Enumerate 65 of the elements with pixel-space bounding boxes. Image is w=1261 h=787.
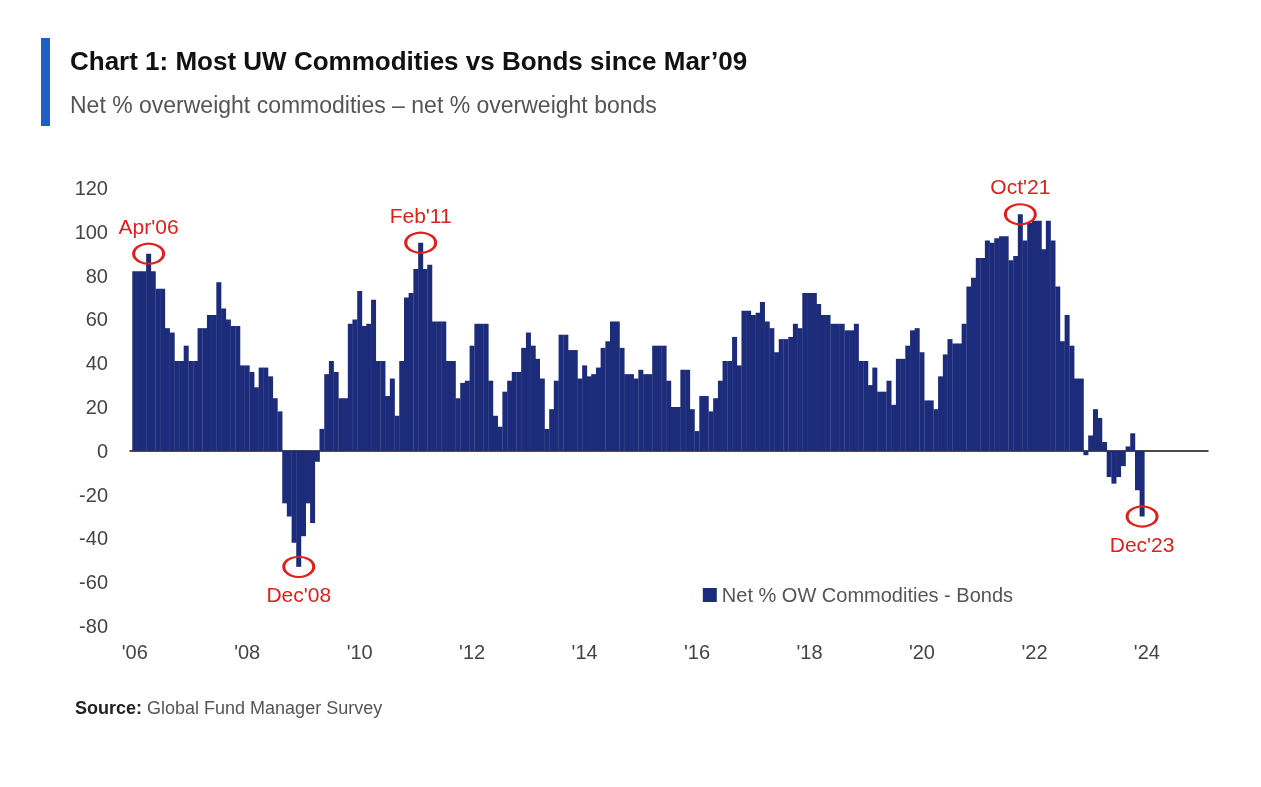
bar	[216, 282, 222, 451]
bar	[206, 315, 212, 451]
x-tick-label: '06	[121, 641, 148, 663]
bar	[975, 258, 981, 451]
y-tick-label: 40	[85, 352, 108, 375]
bar	[1111, 450, 1117, 484]
bar	[1017, 214, 1023, 451]
bar	[563, 334, 569, 451]
x-tick-label: '10	[346, 641, 373, 663]
bar	[750, 315, 756, 451]
bar	[511, 371, 517, 451]
y-tick-label: 120	[74, 177, 108, 199]
bar	[628, 374, 634, 451]
bar	[1130, 433, 1136, 451]
bar	[160, 288, 166, 451]
bar	[778, 339, 784, 451]
bar	[699, 396, 705, 451]
bar	[132, 271, 138, 451]
bar	[872, 367, 878, 451]
x-tick-label: '24	[1133, 641, 1160, 663]
x-tick-label: '22	[1021, 641, 1048, 663]
annotation: Apr'06	[118, 214, 179, 238]
y-tick-label: -80	[79, 615, 108, 637]
bar	[703, 396, 709, 451]
x-tick-label: '20	[908, 641, 935, 663]
bar	[263, 367, 269, 451]
bar	[792, 323, 798, 451]
bar	[310, 450, 316, 524]
y-tick-label: 80	[85, 264, 108, 287]
legend-label: Net % OW Commodities - Bonds	[721, 584, 1014, 606]
y-tick-label: 20	[85, 396, 108, 418]
bar	[1027, 223, 1033, 451]
y-tick-label: -40	[79, 527, 108, 550]
x-tick-label: '08	[234, 641, 261, 663]
x-tick-label: '16	[683, 641, 711, 663]
annotation: Dec'08	[266, 582, 332, 606]
y-tick-label: 100	[74, 220, 108, 243]
bar	[296, 450, 302, 567]
annotation: Oct'21	[990, 175, 1051, 199]
bar	[474, 323, 480, 451]
x-tick-label: '12	[459, 641, 486, 663]
bar	[947, 339, 953, 451]
x-tick-label: '14	[571, 641, 598, 663]
source-note: Source: Global Fund Manager Survey	[75, 698, 383, 719]
bar	[802, 293, 808, 451]
annotation: Dec'23	[1109, 532, 1175, 556]
bar	[1078, 378, 1084, 451]
bar	[895, 358, 901, 451]
y-tick-label: 0	[96, 439, 108, 462]
x-tick-label: '18	[796, 641, 823, 663]
bar	[680, 369, 686, 451]
y-tick-label: 60	[85, 308, 108, 331]
bar	[638, 369, 644, 451]
bar	[1139, 450, 1145, 517]
bar	[441, 321, 447, 451]
bar	[389, 378, 395, 451]
bar	[741, 310, 747, 451]
annotation: Feb'11	[389, 203, 452, 227]
y-tick-label: -20	[79, 483, 108, 506]
bar	[994, 238, 1000, 451]
bar	[380, 361, 386, 451]
chart-subtitle: Net % overweight commodities – net % overweight bonds	[70, 92, 657, 119]
y-tick-label: -60	[79, 571, 108, 594]
chart-title: Chart 1: Most UW Commodities vs Bonds since Mar’09	[70, 46, 748, 77]
bar	[984, 240, 990, 451]
